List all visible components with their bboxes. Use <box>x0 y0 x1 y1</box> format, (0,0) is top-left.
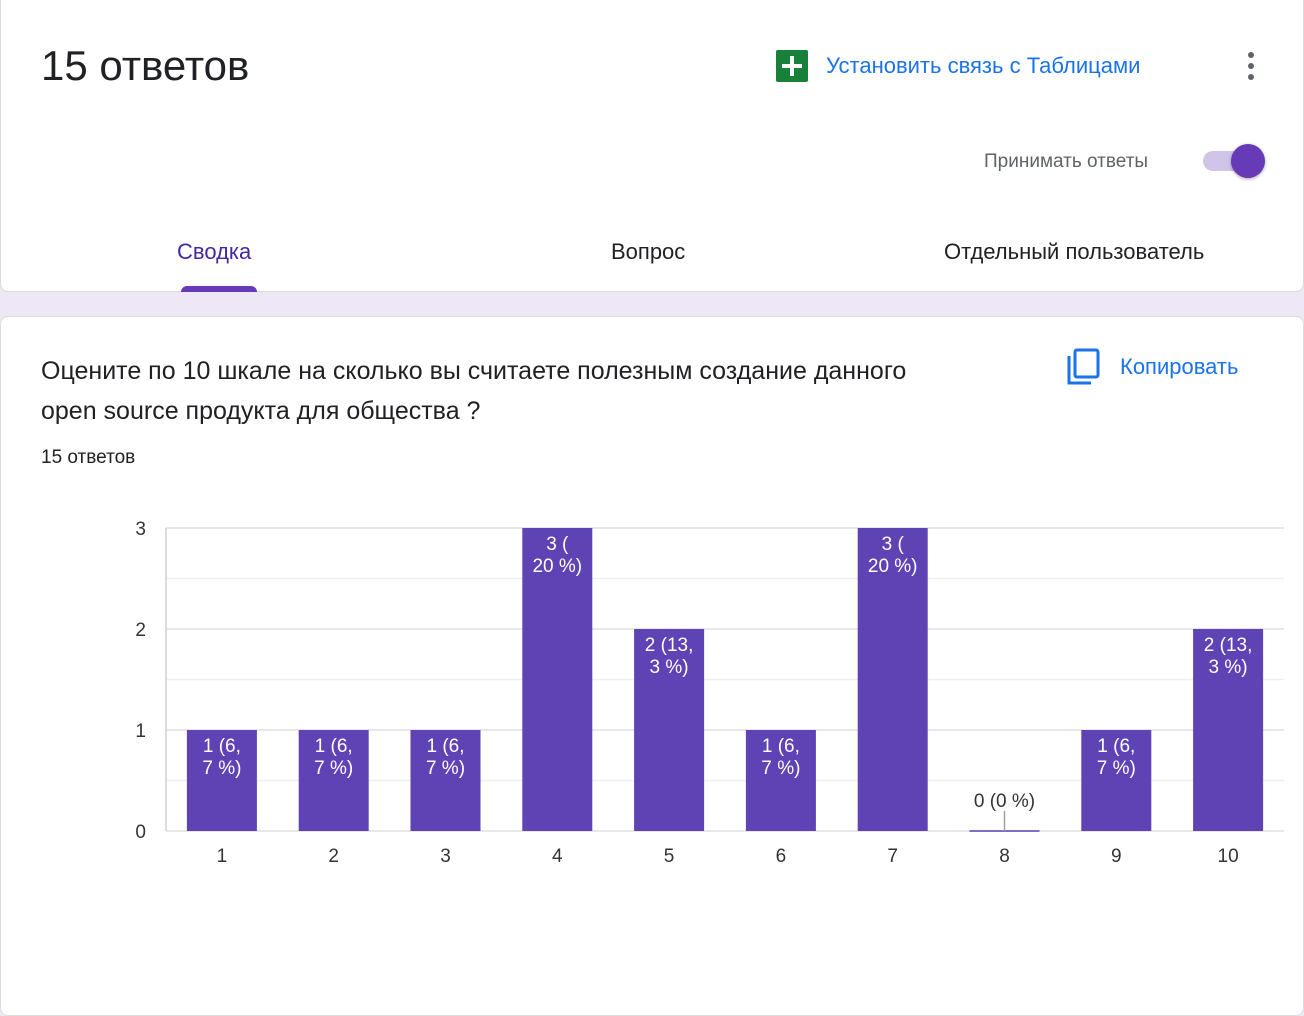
data-label-1: 7 %) <box>202 758 241 779</box>
more-options-button[interactable] <box>1231 46 1271 86</box>
bar-10 <box>1193 629 1264 831</box>
copy-label: Копировать <box>1120 354 1239 379</box>
data-label-4: 3 ( <box>546 534 569 555</box>
toggle-knob <box>1231 144 1265 178</box>
data-label-3: 1 (6, <box>426 736 464 757</box>
data-label-2: 1 (6, <box>315 736 353 757</box>
active-tab-indicator <box>181 286 257 292</box>
x-tick-label: 8 <box>999 846 1010 867</box>
data-label-10: 3 %) <box>1209 657 1248 678</box>
data-label-10: 2 (13, <box>1204 635 1253 656</box>
question-title-line-1: Оцените по 10 шкале на сколько вы считае… <box>41 357 907 385</box>
link-sheets-label: Установить связь с Таблицами <box>826 53 1141 78</box>
summary-header-card: 15 ответов Установить связь с Таблицами … <box>0 0 1304 292</box>
data-label-4: 20 %) <box>532 556 582 577</box>
accept-responses-toggle[interactable] <box>1201 143 1269 179</box>
accept-responses-label: Принимать ответы <box>984 151 1149 172</box>
link-sheets-button[interactable]: Установить связь с Таблицами <box>776 50 1140 82</box>
question-title: Оцените по 10 шкале на сколько вы считае… <box>41 351 1041 431</box>
y-tick-label: 0 <box>135 822 146 843</box>
data-label-7: 3 ( <box>882 534 905 555</box>
tab-question[interactable]: Вопрос <box>611 239 686 264</box>
bar-3 <box>410 730 481 831</box>
data-label-3: 7 %) <box>426 758 465 779</box>
bar-9 <box>1081 730 1152 831</box>
data-label-6: 7 %) <box>761 758 800 779</box>
bar-5 <box>634 629 705 831</box>
question-title-line-2: open source продукта для общества ? <box>41 397 481 425</box>
data-label-5: 2 (13, <box>645 635 694 656</box>
data-label-1: 1 (6, <box>203 736 241 757</box>
data-label-9: 7 %) <box>1097 758 1136 779</box>
y-tick-label: 2 <box>135 620 146 641</box>
y-tick-label: 3 <box>135 519 146 540</box>
bar-2 <box>298 730 369 831</box>
more-vert-icon <box>1248 50 1254 83</box>
x-tick-label: 10 <box>1218 846 1239 867</box>
data-label-8: 0 (0 %) <box>974 791 1035 812</box>
tab-summary[interactable]: Сводка <box>177 239 252 264</box>
response-count: 15 ответов <box>41 447 136 468</box>
tab-individual[interactable]: Отдельный пользователь <box>944 239 1205 264</box>
copy-chart-button[interactable]: Копировать <box>1066 348 1238 386</box>
google-sheets-icon <box>776 50 808 82</box>
bar-1 <box>186 730 257 831</box>
x-tick-label: 1 <box>217 846 228 867</box>
bar-7 <box>857 528 928 831</box>
x-tick-label: 3 <box>440 846 451 867</box>
x-tick-label: 6 <box>776 846 787 867</box>
data-label-5: 3 %) <box>650 657 689 678</box>
data-label-7: 20 %) <box>868 556 918 577</box>
bar-6 <box>745 730 816 831</box>
data-label-6: 1 (6, <box>762 736 800 757</box>
bar-4 <box>522 528 593 831</box>
x-tick-label: 2 <box>328 846 339 867</box>
data-label-9: 1 (6, <box>1097 736 1135 757</box>
x-tick-label: 7 <box>887 846 898 867</box>
responses-title: 15 ответов <box>41 42 250 89</box>
x-tick-label: 4 <box>552 846 563 867</box>
data-label-2: 7 %) <box>314 758 353 779</box>
x-tick-label: 9 <box>1111 846 1122 867</box>
x-tick-label: 5 <box>664 846 675 867</box>
copy-icon <box>1067 348 1100 385</box>
y-tick-label: 1 <box>135 721 146 742</box>
